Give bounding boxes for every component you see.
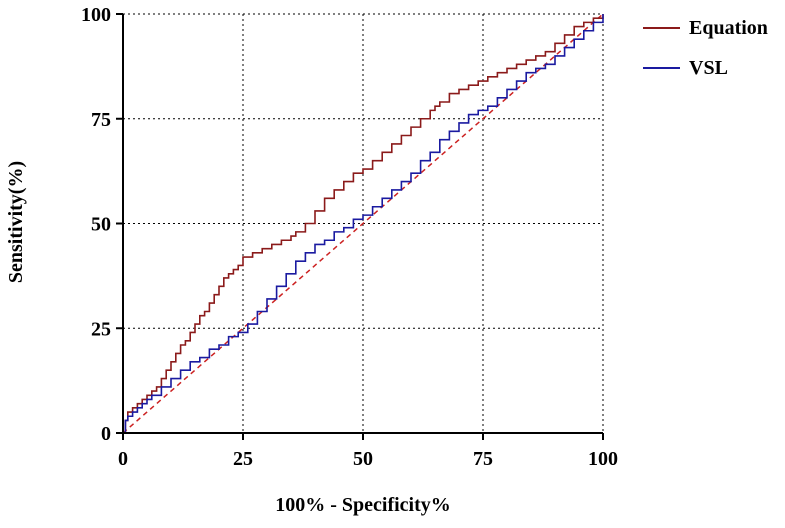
axes: [116, 13, 604, 440]
x-tick-labels: 0 25 50 75 100: [118, 448, 618, 470]
x-tick-label: 0: [118, 448, 128, 470]
grid-lines: [123, 13, 604, 433]
series-line-vsl: [123, 14, 604, 434]
y-tick-label: 50: [91, 214, 111, 236]
reference-diagonal: [122, 13, 604, 434]
reference-line-layer: [122, 13, 604, 434]
series-line-equation: [123, 14, 604, 434]
x-tick-label: 25: [233, 448, 253, 470]
series-layer: [123, 14, 604, 434]
x-axis-title: 100% - Specificity%: [275, 494, 451, 516]
y-tick-label: 25: [91, 318, 111, 340]
x-tick-label: 50: [353, 448, 373, 470]
y-tick-labels: 0 25 50 75 100: [81, 4, 111, 445]
y-axis-title: Sensitivity(%): [5, 161, 27, 283]
legend-label-vsl: VSL: [689, 57, 728, 79]
y-tick-label: 0: [101, 423, 111, 445]
x-tick-label: 100: [588, 448, 618, 470]
x-tick-label: 75: [473, 448, 493, 470]
legend: Equation VSL: [643, 17, 768, 79]
y-tick-label: 100: [81, 4, 111, 26]
legend-label-equation: Equation: [689, 17, 768, 39]
y-tick-label: 75: [91, 109, 111, 131]
